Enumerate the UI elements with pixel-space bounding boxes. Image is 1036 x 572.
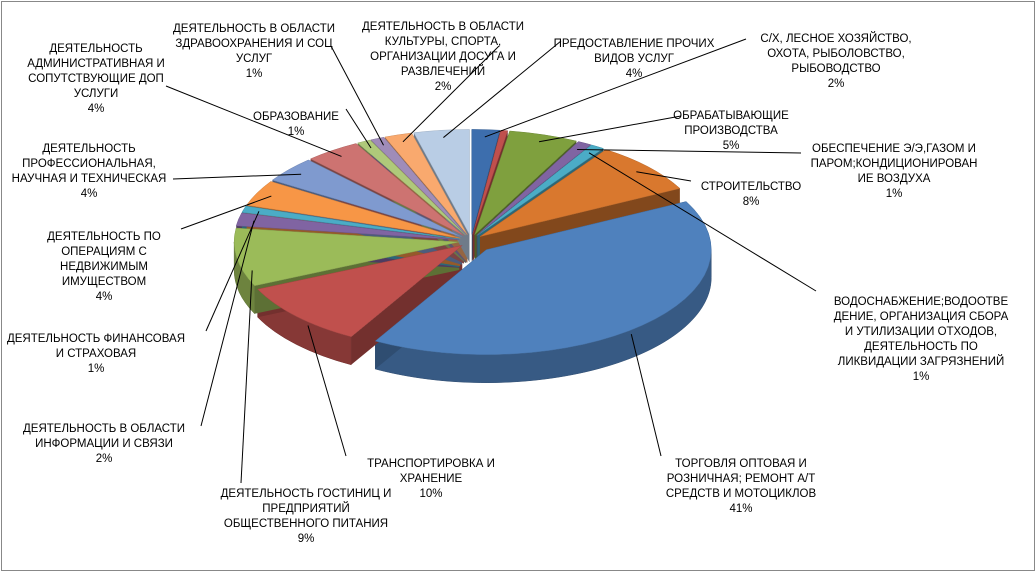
value-label: 1%: [288, 126, 305, 138]
slice: [370, 136, 467, 236]
leader-line: [200, 220, 255, 427]
value-label: 1%: [88, 363, 105, 375]
leader-line: [330, 45, 384, 146]
value-label: 1%: [886, 188, 903, 200]
value-label: 2%: [828, 78, 845, 90]
value-label: 1%: [246, 68, 263, 80]
leader-line: [402, 45, 500, 143]
category-label: ВОДОСНАБЖЕНИЕ;ВОДООТВЕ ДЕНИЕ, ОРГАНИЗАЦИЯ…: [834, 296, 1009, 368]
slice: [477, 144, 604, 236]
slice: [233, 227, 460, 287]
leader-line: [345, 108, 372, 149]
slice: [309, 143, 465, 236]
leader-line: [588, 152, 817, 292]
value-label: 10%: [419, 488, 442, 500]
leader-line: [307, 325, 347, 457]
value-label: 4%: [81, 188, 98, 200]
leader-line: [484, 38, 747, 138]
value-label: 1%: [913, 371, 930, 383]
leader-line: [636, 171, 692, 182]
category-label: ОБРАЗОВАНИЕ: [253, 111, 339, 123]
slice: [476, 141, 592, 236]
slice: [471, 129, 501, 235]
slice: [271, 159, 462, 238]
leader-line: [577, 149, 802, 154]
value-label: 4%: [96, 291, 113, 303]
slice: [479, 149, 681, 237]
value-label: 4%: [626, 68, 643, 80]
leader-line: [172, 173, 302, 180]
leader-line: [538, 115, 682, 143]
value-label: 8%: [743, 196, 760, 208]
category-label: ОБЕСПЕЧЕНИЕ Э/Э,ГАЗОМ И ПАРОМ;КОНДИЦИОНИР…: [811, 143, 978, 185]
leader-line: [180, 195, 272, 230]
slice: [235, 212, 460, 240]
category-label: ОБРАБАТЫВАЮЩИЕ ПРОИЗВОДСТВА: [673, 110, 789, 137]
value-label: 2%: [435, 81, 452, 93]
pie-labels: С/Х, ЛЕСНОЕ ХОЗЯЙСТВО, ОХОТА, РЫБОЛОВСТВО…: [7, 21, 1009, 545]
pie-tops: [233, 129, 712, 355]
slice: [474, 130, 577, 235]
value-label: 5%: [723, 140, 740, 152]
category-label: ПРЕДОСТАВЛЕНИЕ ПРОЧИХ ВИДОВ УСЛУГ: [554, 38, 715, 65]
slice: [241, 205, 460, 240]
category-label: ДЕЯТЕЛЬНОСТЬ В ОБЛАСТИ ЗДРАВООХРАНЕНИЯ И …: [173, 23, 335, 65]
category-label: ДЕЯТЕЛЬНОСТЬ ПРОФЕССИОНАЛЬНАЯ, НАУЧНАЯ И Т…: [12, 143, 167, 185]
value-label: 4%: [88, 103, 105, 115]
value-label: 2%: [96, 453, 113, 465]
category-label: ТРАНСПОРТИРОВКА И ХРАНЕНИЕ: [367, 458, 495, 485]
leader-line: [630, 333, 662, 457]
category-label: ДЕЯТЕЛЬНОСТЬ ГОСТИНИЦ И ПРЕДПРИЯТИЙ ОБЩЕСТ…: [221, 488, 392, 530]
category-label: С/Х, ЛЕСНОЕ ХОЗЯЙСТВО, ОХОТА, РЫБОЛОВСТВО…: [760, 32, 911, 75]
leader-line: [240, 270, 253, 484]
slice: [413, 129, 470, 235]
category-label: ДЕЯТЕЛЬНОСТЬ ФИНАНСОВАЯ И СТРАХОВАЯ: [7, 333, 185, 360]
leader-line: [165, 85, 342, 157]
value-label: 9%: [298, 533, 315, 545]
value-label: 41%: [729, 503, 752, 515]
leader-line: [205, 211, 260, 332]
category-label: ДЕЯТЕЛЬНОСТЬ В ОБЛАСТИ ИНФОРМАЦИИ И СВЯЗИ: [23, 423, 185, 450]
slice: [374, 201, 712, 355]
category-label: ТОРГОВЛЯ ОПТОВАЯ И РОЗНИЧНАЯ; РЕМОНТ А/Т С…: [666, 458, 817, 500]
slice: [257, 245, 463, 338]
category-label: ДЕЯТЕЛЬНОСТЬ В ОБЛАСТИ КУЛЬТУРЫ, СПОРТА, О…: [362, 21, 524, 78]
slice: [357, 139, 466, 236]
category-label: ДЕЯТЕЛЬНОСТЬ ПО ОПЕРАЦИЯМ С НЕДВИЖИМЫМ ИМУЩ…: [47, 231, 161, 288]
category-label: СТРОИТЕЛЬСТВО: [701, 181, 801, 193]
leader-line: [443, 40, 562, 138]
category-label: ДЕЯТЕЛЬНОСТЬ АДМИНИСТРАТИВНАЯ И СОПУТСТВУЮ…: [27, 43, 165, 100]
slice: [472, 130, 509, 235]
